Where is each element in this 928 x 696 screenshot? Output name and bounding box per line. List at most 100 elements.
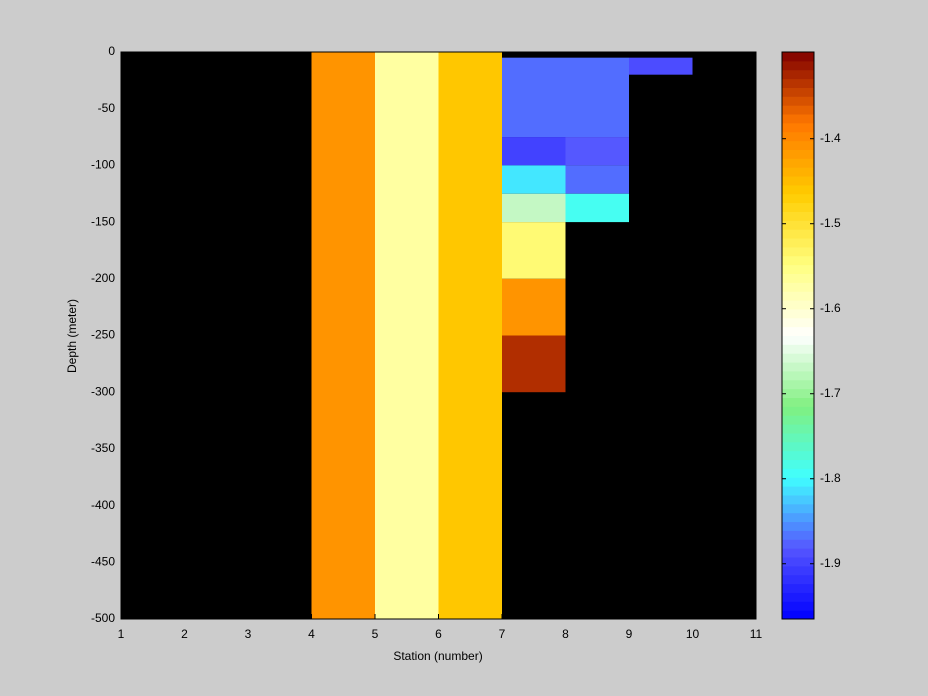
x-tick-label: 10 [686, 627, 700, 641]
x-tick-label: 5 [372, 627, 379, 641]
y-tick-label: -500 [91, 611, 115, 625]
y-tick-label: -450 [91, 554, 115, 568]
y-tick-label: 0 [108, 44, 115, 58]
colorbar-band [782, 415, 814, 425]
x-tick-label: 9 [626, 627, 633, 641]
colorbar-tick-label: -1.8 [820, 471, 841, 485]
y-axis-label: Depth (meter) [65, 299, 79, 373]
y-tick-label: -200 [91, 271, 115, 285]
colorbar-band [782, 344, 814, 354]
colorbar-band [782, 468, 814, 478]
x-tick-label: 1 [118, 627, 125, 641]
colorbar-band [782, 610, 814, 620]
colorbar-band [782, 246, 814, 257]
colorbar-band [782, 158, 814, 168]
colorbar-band [782, 193, 814, 204]
colorbar-band [782, 424, 814, 434]
colorbar-band [782, 353, 814, 363]
colorbar-band [782, 432, 814, 443]
colorbar-band [782, 291, 814, 301]
colorbar-band [782, 282, 814, 292]
colorbar-tick-label: -1.4 [820, 131, 841, 145]
x-tick-label: 4 [308, 627, 315, 641]
heatmap-cell [565, 165, 629, 194]
colorbar-tick-label: -1.5 [820, 216, 841, 230]
heatmap-cell [502, 278, 566, 336]
heatmap-cell [565, 193, 629, 223]
x-tick-label: 11 [750, 627, 763, 641]
colorbar-band [782, 176, 814, 186]
y-tick-label: -350 [91, 441, 115, 455]
colorbar-band [782, 592, 814, 602]
x-tick-label: 2 [181, 627, 188, 641]
heatmap-cell [311, 52, 375, 619]
colorbar-band [782, 122, 814, 133]
colorbar-band [782, 202, 814, 212]
colorbar-band [782, 264, 814, 274]
colorbar-band [782, 317, 814, 328]
colorbar-band [782, 78, 814, 88]
colorbar-band [782, 229, 814, 239]
colorbar-band [782, 362, 814, 372]
x-tick-label: 7 [499, 627, 506, 641]
colorbar-band [782, 494, 814, 505]
colorbar-band [782, 601, 814, 611]
colorbar-band [782, 149, 814, 159]
heatmap-cell [375, 52, 439, 619]
x-tick-label: 8 [562, 627, 569, 641]
colorbar-band [782, 450, 814, 461]
colorbar-band [782, 167, 814, 177]
colorbar-band [782, 441, 814, 452]
colorbar-band [782, 140, 814, 150]
colorbar-band [782, 87, 814, 97]
colorbar-frame [781, 51, 815, 620]
colorbar-band [782, 300, 814, 310]
colorbar-band [782, 512, 814, 523]
colorbar-band [782, 60, 814, 71]
colorbar-band [782, 459, 814, 469]
colorbar-band [782, 52, 814, 62]
colorbar-band [782, 308, 814, 319]
heatmap-cell [502, 193, 566, 223]
colorbar-band [782, 548, 814, 558]
heatmap-cell [438, 52, 502, 619]
x-tick-label: 3 [245, 627, 252, 641]
heatmap-cell [502, 57, 566, 138]
colorbar-tick-label: -1.9 [820, 556, 841, 570]
colorbar-band [782, 131, 814, 142]
colorbar-band [782, 273, 814, 283]
colorbar-band [782, 530, 814, 540]
colorbar-band [782, 69, 814, 80]
heatmap-cell [565, 137, 629, 166]
colorbar-band [782, 397, 814, 407]
colorbar-band [782, 220, 814, 230]
x-axis-label: Station (number) [393, 649, 482, 663]
colorbar-band [782, 335, 814, 345]
colorbar-band [782, 556, 814, 567]
y-tick-label: -50 [98, 101, 116, 115]
heatmap-cell [502, 335, 566, 393]
colorbar-band [782, 326, 814, 336]
colorbar-band [782, 184, 814, 195]
colorbar-tick-label: -1.7 [820, 386, 841, 400]
colorbar-band [782, 388, 814, 399]
y-tick-label: -400 [91, 498, 115, 512]
colorbar-band [782, 503, 814, 514]
colorbar-band [782, 379, 814, 390]
y-tick-label: -300 [91, 384, 115, 398]
colorbar-band [782, 565, 814, 576]
heatmap-cell [565, 57, 629, 138]
colorbar-band [782, 486, 814, 496]
colorbar-band [782, 574, 814, 585]
colorbar-band [782, 477, 814, 487]
heatmap-cell [502, 222, 566, 279]
heatmap-cell [502, 165, 566, 194]
colorbar-band [782, 539, 814, 549]
y-tick-label: -150 [91, 214, 115, 228]
colorbar-band [782, 96, 814, 106]
colorbar-band [782, 583, 814, 593]
colorbar-band [782, 211, 814, 221]
colorbar-band [782, 105, 814, 115]
y-tick-label: -250 [91, 328, 115, 342]
